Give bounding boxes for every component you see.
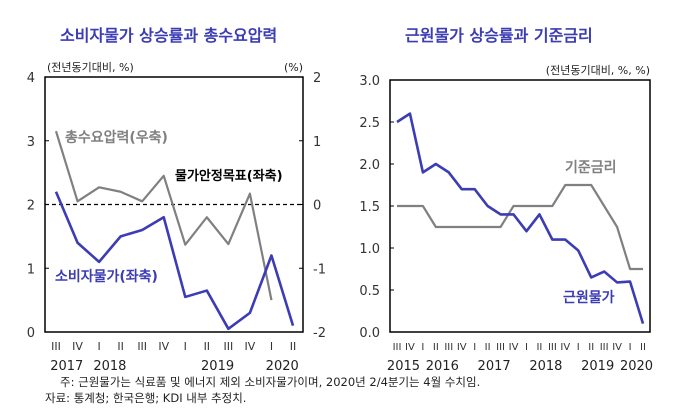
y-tick-label: 0.0 [359,326,380,341]
x-tick-label: IV [457,342,467,353]
y-tick-label: 1.0 [359,242,380,257]
x-tick-label: II [117,340,124,353]
y2-tick-label: -1 [313,262,326,277]
footnote: 주: 근원물가는 식료품 및 에너지 제외 소비자물가이며, 2020년 2/4… [60,375,481,389]
y2-tick-label: 0 [313,199,321,214]
y2-tick-label: 1 [313,135,321,150]
y-tick-label: 4 [27,71,35,86]
x-tick-label: II [536,342,542,353]
x-tick-label: III [51,340,61,353]
series-label: 근원물가 [563,290,615,306]
x-tick-label: IV [405,342,415,353]
y-tick-label: 1 [27,262,35,277]
x-tick-label: I [97,340,100,353]
x-tick-label: II [433,342,439,353]
series-line-0 [396,112,645,324]
x-year-label: 2017 [50,359,83,374]
y-tick-label: 1.5 [359,200,380,215]
y-tick-label: 0 [27,326,35,341]
x-year-label: 2017 [478,359,511,374]
x-tick-label: III [223,340,233,353]
x-tick-label: I [577,342,580,353]
series-label: 총수요압력(우축) [65,130,168,146]
y2-axis-unit: (%) [284,61,303,74]
x-tick-label: II [640,342,646,353]
reference-line-label: 물가안정목표(좌축) [175,168,283,184]
x-tick-label: III [548,342,557,353]
series-label: 소비자물가(좌축) [55,269,158,285]
y-tick-label: 3 [27,135,35,150]
x-tick-label: III [444,342,453,353]
y-tick-label: 3.0 [359,74,380,89]
source-note: 자료: 통계청; 한국은행; KDI 내부 추정치. [45,391,247,405]
x-tick-label: II [204,340,211,353]
x-year-label: 2018 [93,359,126,374]
x-year-label: 2020 [266,359,299,374]
y-axis-unit: (전년동기대비, %, %) [546,64,650,77]
x-tick-label: IV [612,342,622,353]
x-tick-label: I [184,340,187,353]
x-tick-label: IV [245,340,256,353]
y-tick-label: 2.5 [359,116,380,131]
right-chart-title: 근원물가 상승률과 기준금리 [405,26,593,45]
x-tick-label: I [473,342,476,353]
y-tick-label: 2 [27,199,35,214]
y-tick-label: 2.0 [359,158,380,173]
x-tick-label: III [393,342,402,353]
series-line-0 [54,191,295,331]
y2-tick-label: -2 [313,326,326,341]
x-tick-label: II [588,342,594,353]
x-year-label: 2016 [426,359,459,374]
x-tick-label: IV [509,342,519,353]
x-tick-label: I [270,340,273,353]
x-tick-label: III [600,342,609,353]
x-tick-label: II [290,340,297,353]
left-chart-title: 소비자물가 상승률과 총수요압력 [60,26,278,45]
series-label: 기준금리 [565,160,617,176]
x-tick-label: I [421,342,424,353]
x-tick-label: IV [158,340,169,353]
x-year-label: 2020 [620,359,653,374]
x-tick-label: I [629,342,632,353]
x-year-label: 2019 [201,359,234,374]
y-tick-label: 0.5 [359,284,380,299]
x-tick-label: I [525,342,528,353]
x-year-label: 2019 [581,359,614,374]
series-line-1 [397,183,643,271]
x-year-label: 2015 [387,359,420,374]
y-axis-unit: (전년동기대비, %) [47,61,134,74]
x-tick-label: IV [560,342,570,353]
x-year-label: 2018 [529,359,562,374]
x-tick-label: II [485,342,491,353]
x-tick-label: III [496,342,505,353]
y2-tick-label: 2 [313,71,321,86]
x-tick-label: III [137,340,147,353]
x-tick-label: IV [72,340,83,353]
